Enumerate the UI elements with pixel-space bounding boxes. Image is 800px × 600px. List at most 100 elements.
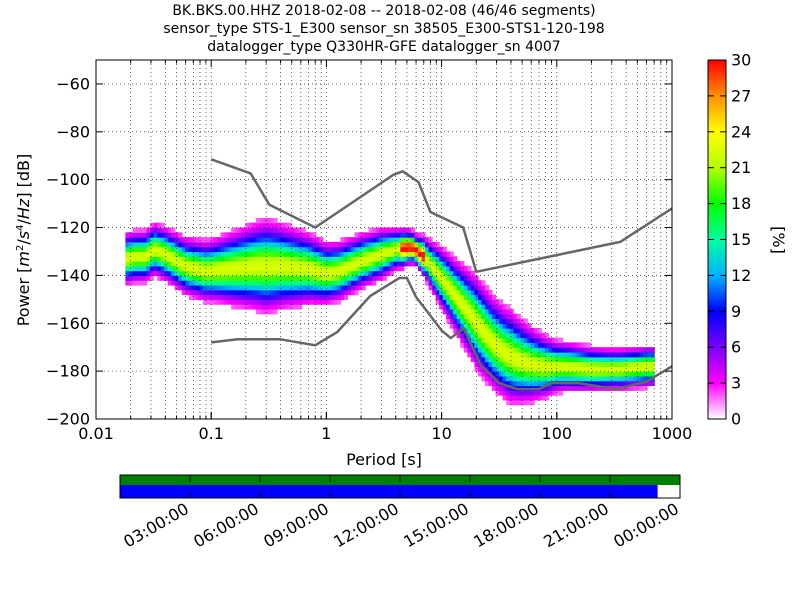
heatmap-cell — [150, 256, 155, 262]
heatmap-cell — [178, 265, 183, 272]
heatmap-cell — [319, 280, 324, 286]
heatmap-cell — [435, 261, 440, 267]
heatmap-cell — [633, 375, 638, 382]
heatmap-cell — [287, 294, 292, 300]
heatmap-cell — [252, 227, 257, 233]
heatmap-cell — [428, 237, 433, 243]
heatmap-cell — [534, 390, 539, 396]
heatmap-cell — [389, 270, 394, 276]
heatmap-cell — [340, 275, 345, 281]
heatmap-cell — [245, 261, 250, 267]
heatmap-cell — [368, 237, 373, 243]
heatmap-cell — [259, 265, 264, 272]
heatmap-cell — [435, 241, 440, 248]
heatmap-cell — [470, 328, 475, 334]
heatmap-cell — [481, 304, 486, 310]
heatmap-cell — [298, 256, 303, 262]
heatmap-cell — [506, 308, 511, 315]
heatmap-cell — [558, 356, 564, 363]
heatmap-cell — [594, 351, 599, 358]
heatmap-cell — [509, 318, 514, 324]
heatmap-cell — [128, 261, 134, 267]
heatmap-cell — [305, 261, 310, 267]
heatmap-cell — [555, 351, 560, 358]
heatmap-cell — [326, 299, 331, 305]
x-tick-label: 1 — [321, 424, 331, 443]
heatmap-cell — [178, 270, 183, 276]
heatmap-cell — [241, 251, 246, 257]
heatmap-cell — [266, 222, 271, 229]
heatmap-cell — [495, 375, 500, 382]
heatmap-cell — [375, 237, 380, 243]
heatmap-cell — [276, 251, 282, 257]
heatmap-cell — [495, 371, 500, 377]
heatmap-cell — [361, 270, 366, 276]
heatmap-cell — [160, 241, 165, 248]
heatmap-cell — [181, 280, 186, 286]
heatmap-cell — [128, 270, 134, 276]
heatmap-cell — [555, 385, 560, 391]
heatmap-cell — [259, 217, 264, 224]
heatmap-cell — [143, 275, 148, 281]
heatmap-cell — [530, 347, 535, 353]
heatmap-cell — [276, 304, 282, 310]
heatmap-cell — [231, 280, 236, 286]
heatmap-cell — [266, 217, 271, 224]
heatmap-cell — [192, 289, 197, 296]
heatmap-cell — [171, 246, 176, 253]
heatmap-cell — [453, 313, 458, 320]
heatmap-cell — [248, 275, 253, 281]
heatmap-cell — [220, 246, 225, 253]
heatmap-cell — [269, 261, 275, 267]
heatmap-cell — [530, 395, 535, 401]
heatmap-cell — [520, 356, 525, 363]
heatmap-cell — [301, 261, 306, 267]
heatmap-cell — [308, 270, 313, 276]
heatmap-cell — [298, 265, 303, 272]
heatmap-cell — [217, 289, 222, 296]
heatmap-cell — [171, 241, 176, 248]
heatmap-cell — [333, 299, 338, 305]
heatmap-cell — [298, 284, 303, 291]
heatmap-cell — [220, 299, 225, 305]
heatmap-cell — [590, 366, 595, 372]
heatmap-cell — [530, 342, 535, 348]
heatmap-cell — [273, 217, 278, 224]
heatmap-cell — [185, 280, 190, 286]
heatmap-cell — [298, 241, 303, 248]
heatmap-cell — [414, 237, 419, 243]
heatmap-cell — [365, 251, 370, 257]
heatmap-cell — [252, 265, 257, 272]
heatmap-cell — [580, 351, 585, 358]
heatmap-cell — [495, 299, 500, 305]
heatmap-cell — [558, 361, 564, 367]
heatmap-cell — [322, 246, 327, 253]
heatmap-cell — [460, 270, 465, 276]
heatmap-cell — [474, 366, 479, 372]
heatmap-cell — [495, 347, 500, 353]
heatmap-cell — [569, 385, 574, 391]
heatmap-cell — [425, 246, 430, 253]
heatmap-cell — [499, 337, 504, 344]
heatmap-cell — [347, 256, 352, 262]
heatmap-cell — [139, 275, 144, 281]
heatmap-cell — [287, 299, 292, 305]
heatmap-cell — [308, 261, 313, 267]
heatmap-cell — [368, 261, 373, 267]
heatmap-cell — [640, 356, 645, 363]
heatmap-cell — [269, 284, 275, 291]
heatmap-cell — [125, 280, 130, 286]
heatmap-cell — [181, 270, 186, 276]
heatmap-cell — [558, 342, 564, 348]
heatmap-cell — [618, 351, 624, 358]
heatmap-cell — [150, 275, 155, 281]
heatmap-cell — [382, 275, 387, 281]
heatmap-cell — [629, 361, 634, 367]
heatmap-cell — [245, 227, 250, 233]
heatmap-cell — [287, 284, 292, 291]
heatmap-cell — [467, 304, 472, 310]
heatmap-cell — [269, 217, 275, 224]
heatmap-cell — [255, 265, 260, 272]
heatmap-cell — [597, 347, 602, 353]
heatmap-cell — [220, 284, 225, 291]
